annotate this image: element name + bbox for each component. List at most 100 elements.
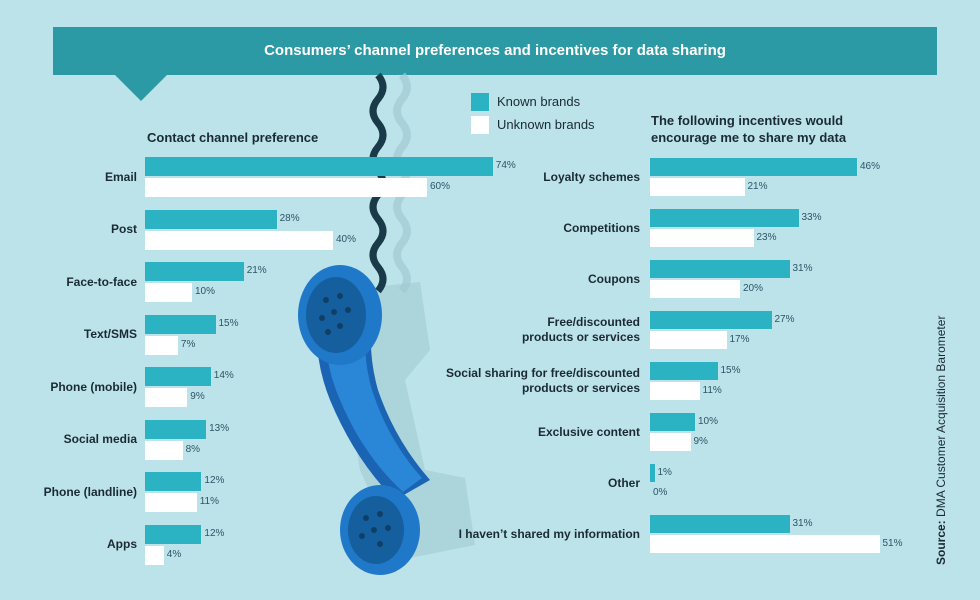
category-label-line: Text/SMS xyxy=(83,327,137,341)
bar-known xyxy=(145,367,211,386)
category-label: Text/SMS xyxy=(84,327,137,342)
category-label: Other xyxy=(608,476,640,491)
right-panel-title: The following incentives would encourage… xyxy=(651,112,846,146)
value-label: 20% xyxy=(743,283,764,294)
category-label-line: Face-to-face xyxy=(66,274,137,289)
category-label: Email xyxy=(105,170,137,185)
value-label: 74% xyxy=(495,160,516,171)
right-panel-title-line-2: encourage me to share my data xyxy=(651,130,847,145)
source-note: Source: DMA Customer Acquisition Baromet… xyxy=(934,316,948,565)
category-label: Loyalty schemes xyxy=(543,170,640,185)
bar-unknown xyxy=(145,493,197,512)
value-label: 60% xyxy=(430,181,451,192)
category-label-line: Loyalty schemes xyxy=(543,169,640,184)
value-label: 33% xyxy=(801,212,822,223)
bar-unknown xyxy=(145,545,164,565)
bar-known xyxy=(650,464,655,482)
value-label: 9% xyxy=(190,391,205,402)
value-label: 9% xyxy=(693,436,708,447)
bar-unknown xyxy=(650,280,740,298)
bar-unknown xyxy=(650,229,754,247)
source-prefix: Source: xyxy=(934,520,948,565)
bar-unknown xyxy=(145,335,178,355)
value-label: 10% xyxy=(195,286,216,297)
bar-unknown xyxy=(145,230,333,250)
chart-title: Consumers’ channel preferences and incen… xyxy=(264,42,726,59)
bar-known xyxy=(650,362,718,380)
category-label: Face-to-face xyxy=(66,275,137,290)
value-label: 15% xyxy=(218,317,239,329)
title-banner xyxy=(53,27,937,75)
value-label: 40% xyxy=(336,233,357,245)
category-label-line: Apps xyxy=(107,537,137,551)
category-label: Free/discounted products or services xyxy=(522,315,640,345)
bar-known xyxy=(650,515,790,533)
category-label-line: Phone (mobile) xyxy=(50,379,137,394)
value-label: 0% xyxy=(653,487,668,498)
category-label-line: Phone (landline) xyxy=(43,484,137,499)
category-label-line: Competitions xyxy=(563,220,640,235)
bar-unknown xyxy=(145,388,188,407)
value-label: 21% xyxy=(747,181,768,192)
category-label: Competitions xyxy=(563,221,640,236)
bar-known xyxy=(145,524,202,544)
bar-unknown xyxy=(145,178,427,197)
bar-known xyxy=(145,157,493,176)
value-label: 4% xyxy=(166,548,182,560)
category-label-line: Free/discounted xyxy=(547,315,640,329)
value-label: 12% xyxy=(204,527,225,539)
category-label: Phone (mobile) xyxy=(50,380,137,395)
value-label: 10% xyxy=(698,416,719,427)
bar-known xyxy=(650,209,799,227)
value-label: 31% xyxy=(792,518,813,529)
value-label: 1% xyxy=(657,467,672,478)
value-label: 8% xyxy=(185,443,201,455)
category-label: Phone (landline) xyxy=(44,485,137,500)
value-label: 11% xyxy=(702,385,722,396)
value-label: 7% xyxy=(180,338,196,350)
bar-unknown xyxy=(650,382,700,400)
category-label-line: Email xyxy=(104,169,137,184)
category-label: I haven’t shared my information xyxy=(459,527,640,542)
bar-known xyxy=(650,260,790,278)
category-label: Coupons xyxy=(588,272,640,287)
bar-known xyxy=(650,311,772,329)
category-label: Exclusive content xyxy=(538,425,640,440)
value-label: 15% xyxy=(720,365,741,376)
bar-known xyxy=(145,472,202,491)
bar-unknown xyxy=(650,433,691,451)
source-text: DMA Customer Acquisition Barometer xyxy=(934,315,948,517)
category-label: Apps xyxy=(107,537,137,552)
bar-known xyxy=(145,314,216,334)
value-label: 17% xyxy=(729,334,750,345)
value-label: 14% xyxy=(213,370,234,381)
bar-known xyxy=(145,262,244,281)
value-label: 21% xyxy=(246,265,267,276)
category-label-line: products or services xyxy=(521,330,640,344)
value-label: 31% xyxy=(792,263,813,274)
left-panel-title: Contact channel preference xyxy=(147,130,319,145)
bar-known xyxy=(145,209,277,229)
category-label-line: Other xyxy=(607,475,640,490)
bar-unknown xyxy=(650,178,745,196)
category-label: Social sharing for free/discounted produc… xyxy=(446,366,640,396)
category-label: Post xyxy=(111,222,137,237)
category-label-line: products or services xyxy=(521,381,640,395)
bar-unknown xyxy=(145,283,192,302)
legend-label-known: Known brands xyxy=(497,94,581,109)
category-label-line: I haven’t shared my information xyxy=(458,526,640,541)
category-label-line: Coupons xyxy=(588,271,640,286)
value-label: 23% xyxy=(756,232,777,243)
bar-unknown xyxy=(145,440,183,460)
legend-swatch-known xyxy=(471,93,489,111)
category-label-line: Post xyxy=(110,222,137,236)
legend-swatch-unknown xyxy=(471,116,489,134)
category-label-line: Social media xyxy=(63,432,137,446)
value-label: 11% xyxy=(199,496,219,507)
legend-label-unknown: Unknown brands xyxy=(497,117,595,132)
value-label: 13% xyxy=(209,422,230,434)
category-label-line: Social sharing for free/discounted xyxy=(445,366,640,380)
bar-known xyxy=(650,158,857,176)
